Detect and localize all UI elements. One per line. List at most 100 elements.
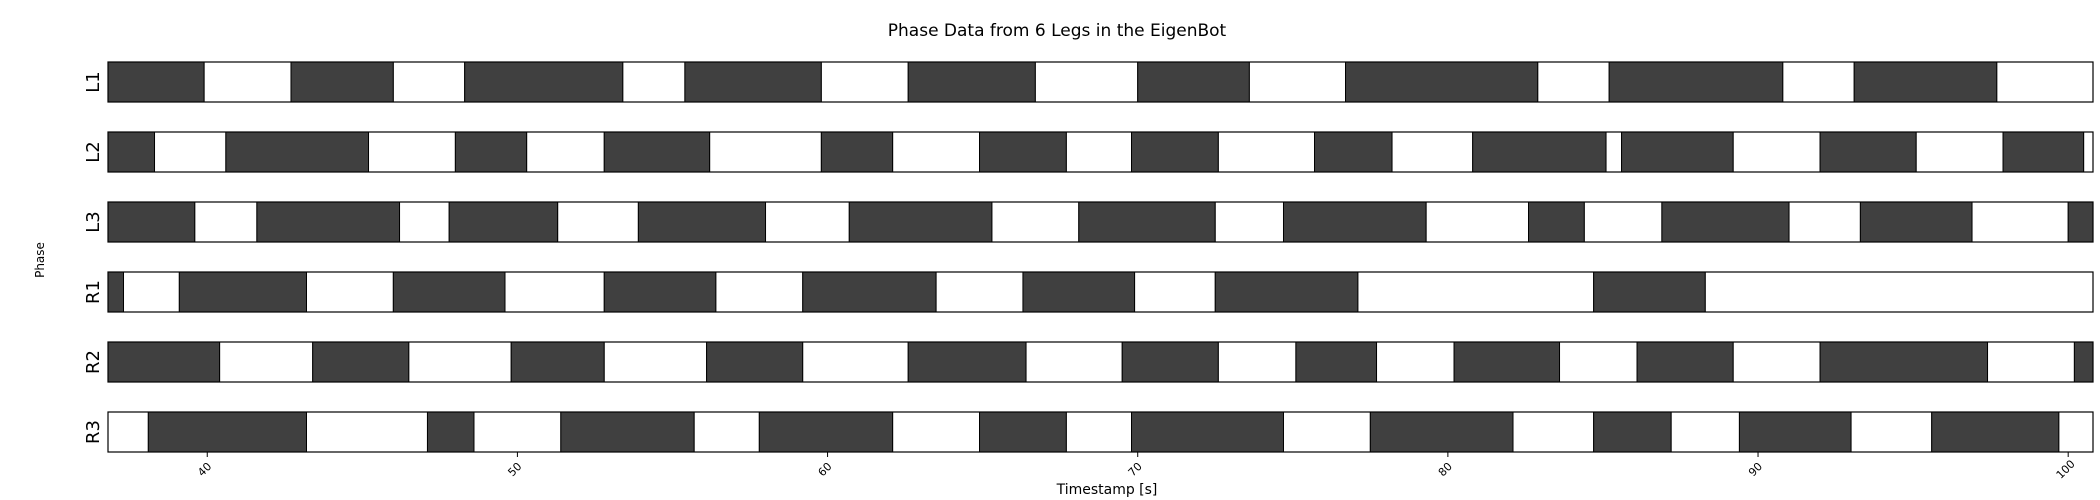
swing-segment <box>526 131 605 173</box>
leg-rows: L1 L2 L3 R1 R2 R3 <box>83 61 2094 453</box>
x-tick-label: 90 <box>1746 460 1765 479</box>
leg-label-r3: R3 <box>83 420 104 444</box>
swing-segment <box>1732 131 1821 173</box>
stance-segment <box>1661 201 1790 243</box>
stance-segment <box>1472 131 1607 173</box>
leg-row-l1: L1 <box>83 61 2094 103</box>
swing-segment <box>1704 271 2094 313</box>
stance-segment <box>107 341 221 383</box>
swing-segment <box>1996 61 2094 103</box>
stance-segment <box>1214 271 1359 313</box>
stance-segment <box>603 271 717 313</box>
stance-segment <box>1453 341 1561 383</box>
swing-segment <box>1357 271 1595 313</box>
swing-segment <box>1376 341 1455 383</box>
x-tick-label: 80 <box>1436 460 1455 479</box>
stance-segment <box>426 411 475 453</box>
swing-segment <box>1583 201 1663 243</box>
swing-segment <box>473 411 562 453</box>
swing-segment <box>1850 411 1933 453</box>
stance-segment <box>1078 201 1216 243</box>
leg-label-l3: L3 <box>83 211 104 232</box>
swing-segment <box>408 341 512 383</box>
swing-segment <box>2058 411 2094 453</box>
x-tick-label: 50 <box>505 460 524 479</box>
x-tick-label: 100 <box>2054 458 2078 482</box>
stance-segment <box>1295 341 1378 383</box>
swing-segment <box>194 201 258 243</box>
swing-segment <box>306 411 428 453</box>
stance-segment <box>560 411 695 453</box>
stance-segment <box>510 341 605 383</box>
chart-title: Phase Data from 6 Legs in the EigenBot <box>888 21 1227 41</box>
stance-segment <box>1859 201 1973 243</box>
stance-segment <box>603 131 711 173</box>
swing-segment <box>1217 341 1297 383</box>
stance-segment <box>1593 411 1672 453</box>
swing-segment <box>1425 201 1530 243</box>
swing-segment <box>1559 341 1638 383</box>
swing-segment <box>1217 131 1316 173</box>
stance-segment <box>312 341 410 383</box>
stance-segment <box>907 61 1036 103</box>
stance-segment <box>107 271 125 313</box>
stance-segment <box>1636 341 1734 383</box>
stance-segment <box>1621 131 1734 173</box>
leg-label-r1: R1 <box>83 280 104 304</box>
stance-segment <box>1819 341 1989 383</box>
leg-row-r2: R2 <box>83 341 2094 383</box>
swing-segment <box>1987 341 2075 383</box>
swing-segment <box>935 271 1024 313</box>
stance-segment <box>454 131 528 173</box>
stance-segment <box>256 201 401 243</box>
stance-segment <box>979 131 1067 173</box>
row-frame <box>107 201 2094 243</box>
swing-segment <box>1782 61 1855 103</box>
row-frame <box>107 271 2094 313</box>
swing-segment <box>892 131 981 173</box>
swing-segment <box>1788 201 1861 243</box>
swing-segment <box>603 341 708 383</box>
leg-row-l2: L2 <box>83 131 2094 173</box>
swing-segment <box>892 411 981 453</box>
stance-segment <box>1528 201 1585 243</box>
swing-segment <box>1605 131 1623 173</box>
leg-row-r1: R1 <box>83 271 2094 313</box>
swing-segment <box>306 271 394 313</box>
swing-segment <box>1537 61 1610 103</box>
swing-segment <box>1282 411 1371 453</box>
stance-segment <box>448 201 559 243</box>
stance-segment <box>392 271 506 313</box>
swing-segment <box>802 341 909 383</box>
stance-segment <box>1819 131 1917 173</box>
swing-segment <box>504 271 605 313</box>
stance-segment <box>1314 131 1393 173</box>
x-tick-label: 60 <box>816 460 835 479</box>
stance-segment <box>1593 271 1706 313</box>
swing-segment <box>1971 201 2069 243</box>
stance-segment <box>107 201 196 243</box>
row-frame <box>107 341 2094 383</box>
swing-segment <box>123 271 180 313</box>
stance-segment <box>1022 271 1136 313</box>
swing-segment <box>765 201 850 243</box>
swing-segment <box>107 411 149 453</box>
stance-segment <box>2002 131 2085 173</box>
swing-segment <box>622 61 686 103</box>
stance-segment <box>979 411 1067 453</box>
swing-segment <box>1034 61 1139 103</box>
swing-segment <box>203 61 292 103</box>
stance-segment <box>684 61 822 103</box>
stance-segment <box>1282 201 1427 243</box>
x-axis-label: Timestamp [s] <box>1056 482 1158 498</box>
swing-segment <box>1065 131 1133 173</box>
stance-segment <box>2073 341 2094 383</box>
swing-segment <box>1512 411 1595 453</box>
stance-segment <box>107 131 156 173</box>
swing-segment <box>1391 131 1474 173</box>
swing-segment <box>154 131 227 173</box>
row-frame <box>107 61 2094 103</box>
stance-segment <box>907 341 1027 383</box>
swing-segment <box>715 271 804 313</box>
